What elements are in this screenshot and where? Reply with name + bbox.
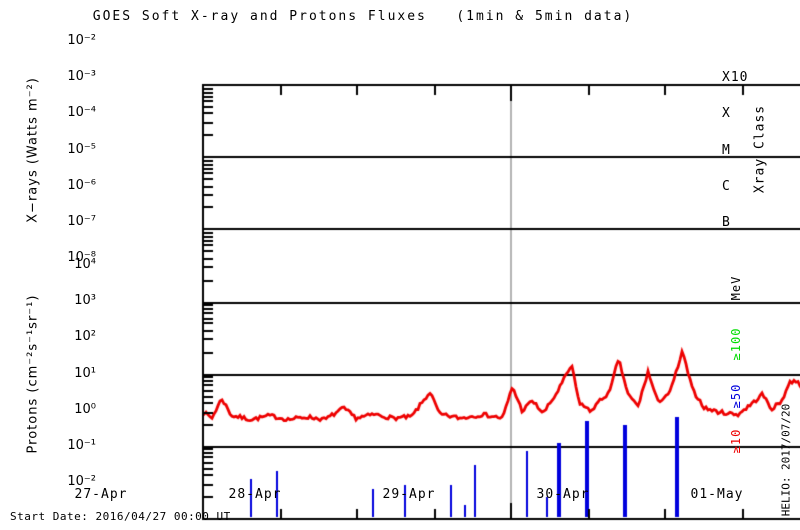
proton-legend-label: ≥50 (729, 383, 743, 409)
xray-ytick-label: 10⁻⁶ (67, 177, 96, 193)
x-axis-tick-label: 27-Apr (74, 487, 128, 502)
proton-legend-label: ≥10 (729, 428, 743, 454)
xray-class-label-x10: X10 (722, 70, 749, 86)
x-axis-tick-label: 29-Apr (382, 487, 436, 502)
xray-ytick-label: 10⁻³ (67, 69, 96, 85)
generation-date-label: HELIO: 2017/07/20 (779, 403, 793, 517)
x-axis-tick-label: 28-Apr (228, 487, 282, 502)
proton-ytick-label: 10³ (74, 293, 96, 309)
proton-ytick-label: 10¹ (74, 365, 96, 381)
x-axis-tick-label: 30-Apr (536, 487, 590, 502)
proton-y-axis-title: Protons (cm⁻²s⁻¹sr⁻¹) (25, 294, 41, 454)
xray-ytick-label: 10⁻⁸ (67, 250, 96, 265)
xray-ytick-label: 10⁻⁵ (67, 141, 96, 157)
proton-legend-label: ≥100 (729, 327, 743, 361)
proton-ytick-label: 10⁻² (67, 474, 96, 489)
plot-title: GOES Soft X-ray and Protons Fluxes (1min… (92, 9, 634, 24)
proton-ytick-label: 10⁰ (74, 401, 96, 417)
xray-class-label-x: X (722, 106, 731, 122)
xray-class-axis-title: Xray Class (752, 104, 768, 194)
proton-ytick-label: 10⁴ (74, 257, 96, 272)
xray-class-label-c: C (722, 178, 731, 194)
x-axis-tick-label: 01-May (690, 487, 744, 502)
start-date-label: Start Date: 2016/04/27 00:00 UT (10, 510, 231, 523)
xray-class-label-m: M (722, 142, 731, 158)
xray-ytick-label: 10⁻⁴ (67, 105, 96, 121)
mev-unit-label: MeV (729, 275, 743, 301)
proton-ytick-label: 10⁻¹ (67, 437, 96, 453)
proton-ytick-label: 10² (74, 329, 96, 345)
xray-ytick-label: 10⁻² (67, 33, 96, 48)
xray-y-axis-title: X−rays (Watts m⁻²) (25, 77, 41, 223)
xray-class-label-b: B (722, 214, 731, 230)
xray-ytick-label: 10⁻⁷ (67, 213, 96, 229)
